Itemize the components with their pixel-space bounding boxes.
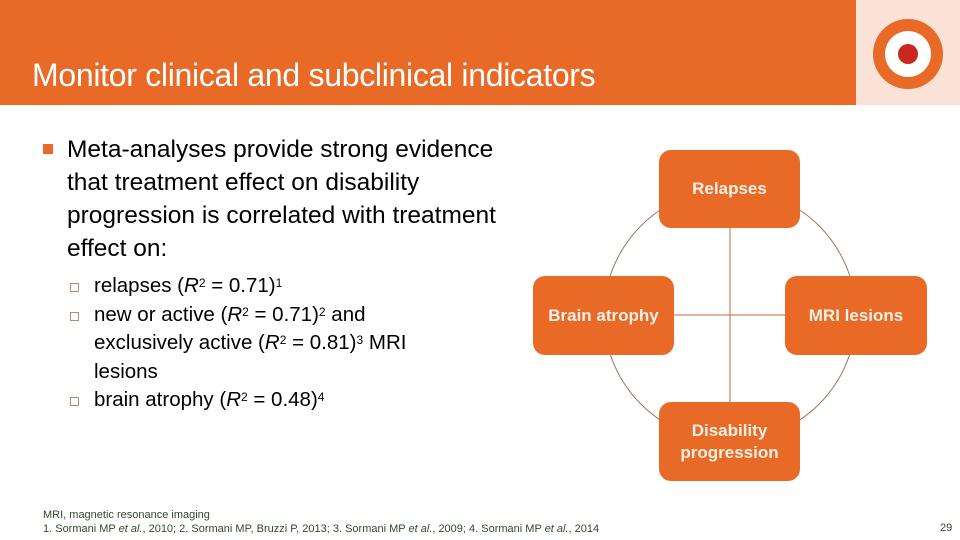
exponent: 2 [242,304,249,319]
exponent: 2 [279,333,287,347]
r-variable: R [226,388,241,411]
reference-year: , 2014 [568,523,600,535]
reference-4: 4. Sormani MP [469,523,545,535]
reference-3: 3. Sormani MP [332,523,409,535]
slide-header: Monitor clinical and subclinical indicat… [0,0,856,105]
main-bullet-text: Meta-analyses provide strong evidence th… [67,136,496,262]
node-label: Brain atrophy [548,305,659,325]
target-icon [873,19,943,89]
exponent: 2 [241,390,248,404]
node-label: Relapses [692,179,767,198]
reference-marker: 2 [318,304,326,319]
node-disability-progression: Disability progression [659,402,800,481]
slide-title: Monitor clinical and subclinical indicat… [32,57,596,93]
abbreviation-note: MRI, magnetic resonance imaging [43,509,210,521]
text: = 0.71) [248,302,319,326]
r-variable: R [227,302,243,326]
text: new or active ( [94,302,228,326]
text: relapses ( [94,274,185,297]
logo-panel [856,0,960,105]
reference-marker: 3 [356,333,364,347]
text: and exclusively active ( [94,302,366,355]
hollow-square-bullet-icon [70,397,79,406]
node-relapses: Relapses [659,150,800,228]
reference-year: , 2010; [142,523,180,535]
et-al: et al. [118,523,143,535]
text: brain atrophy ( [94,388,227,411]
et-al: et al. [544,523,569,535]
sub-bullet-list: relapses (R2 = 0.71)1 new or active (R2 … [70,272,450,415]
node-mri-lesions: MRI lesions [785,276,927,355]
sub-bullet-brain-atrophy: brain atrophy (R2 = 0.48)4 [70,386,450,415]
sub-bullet-mri-lesions: new or active (R2 = 0.71)2 and exclusive… [70,301,450,387]
sub-bullet-relapses: relapses (R2 = 0.71)1 [70,272,450,301]
page-number: 29 [940,522,953,534]
references-line: 1. Sormani MP et al., 2010; 2. Sormani M… [43,522,599,536]
text: = 0.71) [205,274,276,297]
r-variable: R [184,274,199,297]
bullet-square-icon [43,144,53,154]
reference-marker: 4 [317,390,325,404]
node-label-line2: progression [680,442,779,462]
text: = 0.48) [247,388,318,411]
et-al: et al. [408,523,433,535]
node-brain-atrophy: Brain atrophy [533,276,674,355]
reference-2: 2. Sormani MP, Bruzzi P, 2013; [179,523,333,535]
r-variable: R [264,331,280,354]
reference-1: 1. Sormani MP [43,523,119,535]
text: MRI lesions [94,331,407,383]
exponent: 2 [198,276,206,290]
text: = 0.81) [286,331,357,354]
footnotes: MRI, magnetic resonance imaging 1. Sorma… [43,508,599,536]
hollow-square-bullet-icon [70,283,79,292]
reference-marker: 1 [275,276,283,290]
node-label: MRI lesions [808,305,904,325]
hollow-square-bullet-icon [70,311,79,321]
node-label-line1: Disability [691,420,768,440]
reference-year: , 2009; [432,523,470,535]
